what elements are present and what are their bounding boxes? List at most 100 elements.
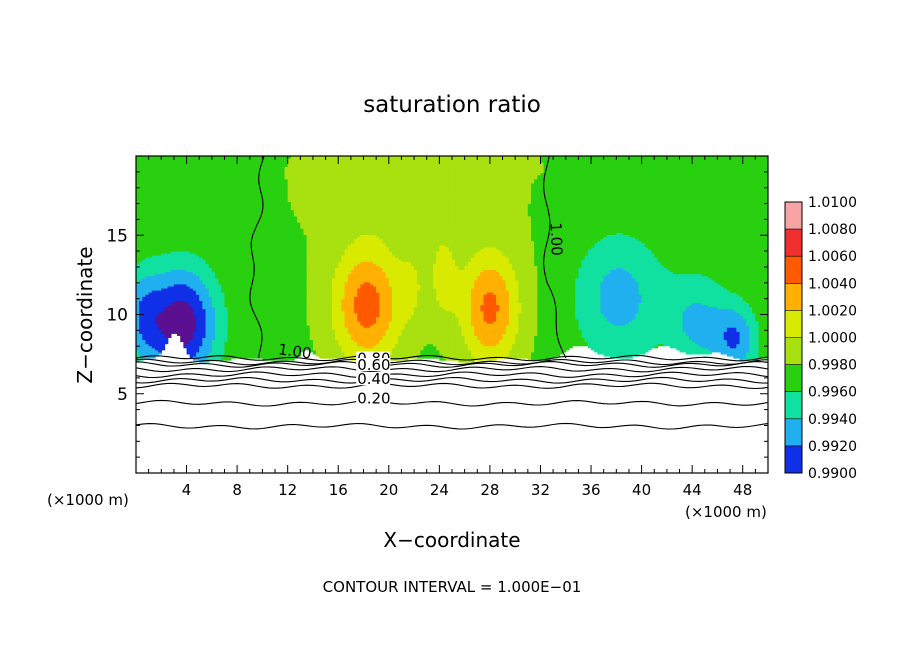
field-cell (161, 221, 166, 225)
field-cell (170, 300, 175, 303)
field-cell (189, 329, 194, 332)
field-cell (151, 285, 156, 289)
field-cell (136, 250, 140, 254)
field-cell (167, 242, 172, 246)
field-cell (158, 224, 162, 227)
field-cell (151, 327, 156, 330)
field-cell (145, 296, 150, 299)
field-cell (167, 234, 172, 238)
field-cell (189, 184, 194, 188)
field-cell (167, 172, 172, 176)
field-cell (154, 234, 159, 238)
field-cell (183, 322, 188, 326)
field-cell (192, 333, 197, 336)
field-cell (151, 329, 156, 332)
field-cell (151, 174, 156, 178)
field-cell (161, 215, 166, 219)
field-cell (177, 312, 181, 316)
field-cell (173, 232, 178, 235)
field-cell (164, 215, 169, 219)
field-cell (180, 304, 185, 308)
field-cell (148, 236, 153, 240)
field-cell (158, 259, 162, 262)
field-cell (154, 256, 159, 260)
field-cell (186, 250, 191, 254)
field-cell (170, 324, 175, 328)
field-cell (136, 184, 140, 188)
field-cell (177, 193, 181, 196)
field-cell (180, 252, 185, 256)
field-cell (186, 285, 191, 289)
field-cell (139, 205, 144, 209)
field-cell (180, 308, 185, 312)
field-cell (151, 166, 156, 170)
field-cell (154, 304, 159, 308)
field-cell (161, 191, 166, 194)
field-cell (142, 333, 147, 336)
field-cell (161, 329, 166, 332)
field-cell (142, 263, 147, 266)
field-cell (145, 180, 150, 184)
field-cell (183, 308, 188, 312)
field-cell (186, 209, 191, 213)
field-cell (186, 283, 191, 287)
field-cell (177, 273, 181, 277)
field-cell (145, 250, 150, 254)
field-cell (145, 269, 150, 273)
field-cell (151, 254, 156, 258)
field-cell (142, 259, 147, 262)
field-cell (161, 273, 166, 277)
field-cell (177, 156, 181, 159)
field-cell (136, 166, 140, 170)
field-cell (158, 230, 162, 233)
field-cell (148, 267, 153, 271)
field-cell (183, 203, 188, 207)
field-cell (183, 166, 188, 170)
field-cell (151, 228, 156, 231)
field-cell (173, 263, 178, 266)
field-cell (183, 318, 188, 322)
field-cell (145, 156, 150, 159)
field-cell (180, 199, 185, 203)
field-cell (151, 320, 156, 324)
field-cell (164, 269, 169, 273)
field-cell (161, 347, 166, 351)
field-cell (145, 234, 150, 238)
field-cell (136, 252, 140, 256)
field-cell (139, 302, 144, 306)
field-cell (164, 186, 169, 190)
field-cell (145, 298, 150, 301)
field-cell (136, 244, 140, 248)
field-cell (186, 349, 191, 353)
field-cell (158, 211, 162, 215)
field-cell (139, 201, 144, 205)
field-cell (189, 300, 194, 303)
field-cell (158, 217, 162, 221)
field-cell (154, 197, 159, 200)
field-cell (164, 314, 169, 318)
field-cell (136, 271, 140, 275)
field-cell (189, 236, 194, 240)
field-cell (151, 335, 156, 339)
field-cell (142, 172, 147, 176)
field-cell (145, 193, 150, 196)
field-cell (192, 246, 197, 250)
field-cell (148, 232, 153, 235)
field-cell (170, 201, 175, 205)
field-cell (173, 244, 178, 248)
field-cell (192, 252, 197, 256)
field-cell (167, 230, 172, 233)
field-cell (139, 246, 144, 250)
field-cell (136, 351, 140, 355)
field-cell (139, 156, 144, 159)
field-cell (136, 310, 140, 314)
field-cell (170, 329, 175, 332)
field-cell (177, 250, 181, 254)
field-cell (189, 324, 194, 328)
field-cell (177, 285, 181, 289)
field-cell (136, 259, 140, 262)
field-cell (183, 287, 188, 291)
field-cell (136, 238, 140, 242)
field-cell (167, 322, 172, 326)
field-cell (151, 308, 156, 312)
